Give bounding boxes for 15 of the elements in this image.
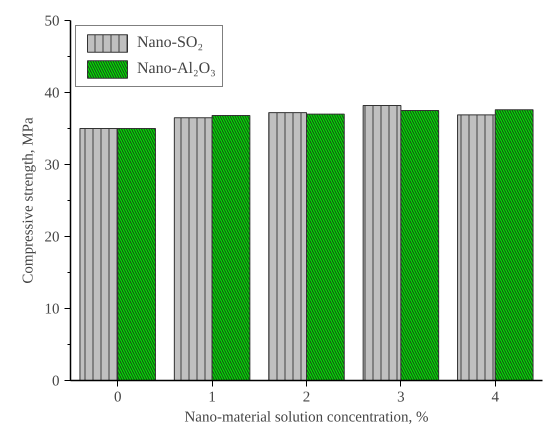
y-axis-title: Compressive strength, MPa [20,117,36,284]
y-tick-label: 20 [44,230,60,246]
x-axis-title: Nano-material solution concentration, % [184,410,429,426]
x-tick-label: 4 [492,390,500,406]
x-tick-label: 1 [208,390,216,406]
x-tick-label: 0 [114,390,122,406]
x-tick-label: 3 [397,390,405,406]
y-tick-label: 50 [44,14,60,30]
y-tick-label: 30 [44,158,60,174]
legend-label: Nano-SO₂ [137,34,204,52]
x-tick-label: 2 [302,390,310,406]
y-tick-label: 10 [44,302,60,318]
y-tick-label: 40 [44,86,60,102]
legend-label: Nano-Al₂O₃ [137,60,216,78]
y-tick-label: 0 [52,374,60,390]
